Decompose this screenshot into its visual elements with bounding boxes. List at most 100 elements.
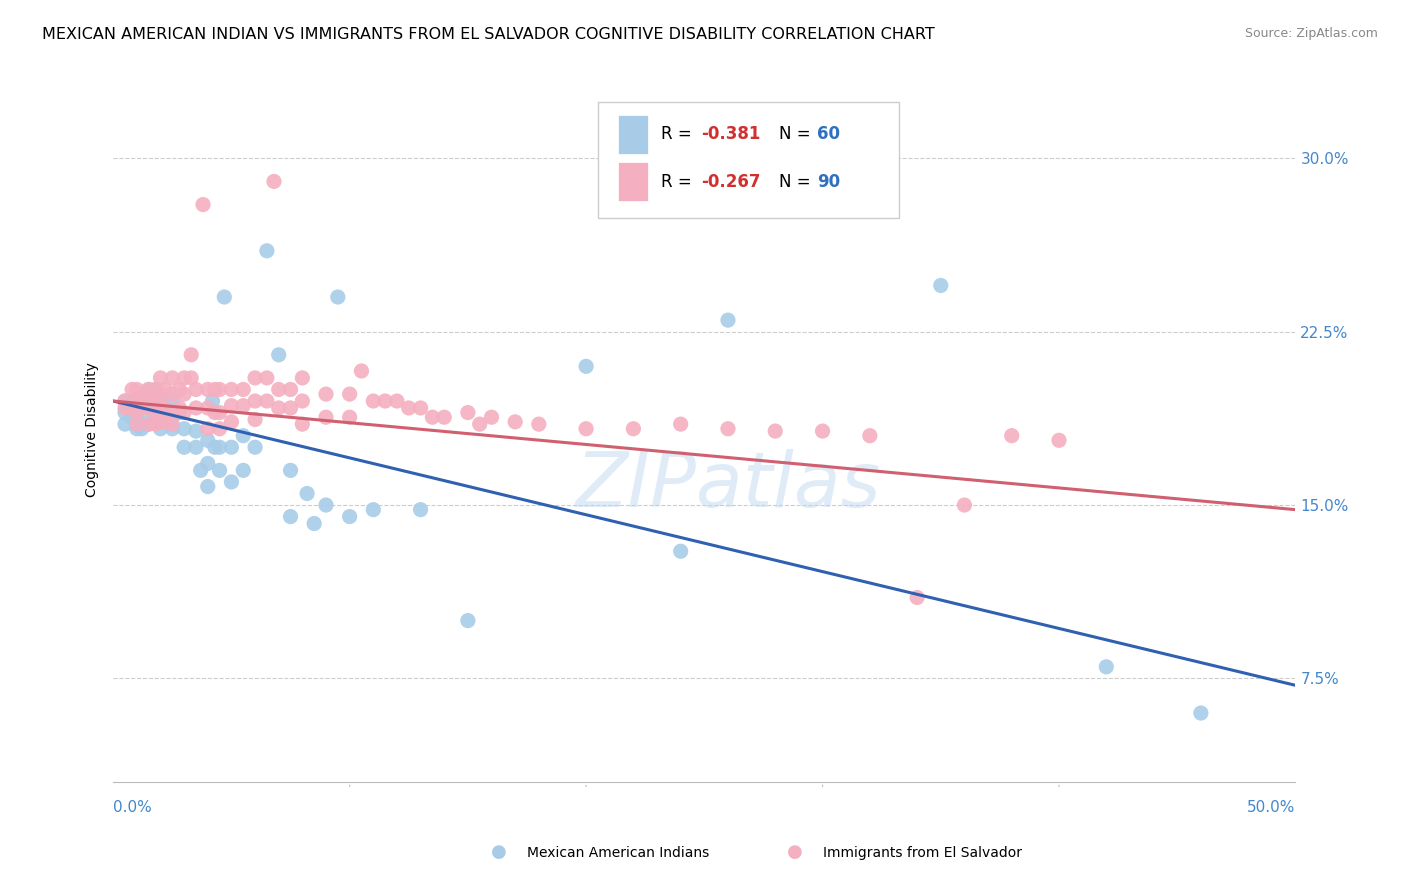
Point <box>184 383 207 397</box>
Text: -0.381: -0.381 <box>700 125 761 143</box>
Point <box>315 498 337 512</box>
Point <box>398 401 420 415</box>
Point <box>162 406 184 420</box>
Point <box>291 371 314 385</box>
Point <box>256 371 278 385</box>
Point <box>173 387 195 401</box>
Point <box>131 410 153 425</box>
Point <box>138 394 160 409</box>
Point <box>221 440 243 454</box>
Text: R =: R = <box>661 173 696 191</box>
Point <box>302 516 325 531</box>
Point <box>184 401 207 415</box>
Point <box>1047 434 1070 448</box>
Point <box>149 410 172 425</box>
Point <box>138 383 160 397</box>
Text: ●: ● <box>786 843 803 861</box>
Point <box>155 383 177 397</box>
Point <box>197 479 219 493</box>
Point <box>131 387 153 401</box>
Point <box>208 422 231 436</box>
Point <box>204 383 226 397</box>
Point <box>385 394 408 409</box>
Point <box>131 401 153 415</box>
Text: ZIPatlas: ZIPatlas <box>575 450 880 524</box>
Point <box>149 401 172 415</box>
Point <box>125 406 148 420</box>
Point <box>243 440 266 454</box>
Point <box>138 401 160 415</box>
Point <box>180 348 202 362</box>
Point <box>929 278 952 293</box>
Point <box>267 383 290 397</box>
Point <box>208 440 231 454</box>
Bar <box>619 115 648 153</box>
Point <box>232 463 254 477</box>
Point <box>221 399 243 413</box>
Point <box>374 394 396 409</box>
Point <box>717 422 740 436</box>
Point <box>267 401 290 415</box>
Point <box>114 394 136 409</box>
Point <box>409 401 432 415</box>
Point <box>243 371 266 385</box>
Point <box>169 406 191 420</box>
Point <box>162 371 184 385</box>
Point <box>131 401 153 415</box>
Text: Source: ZipAtlas.com: Source: ZipAtlas.com <box>1244 27 1378 40</box>
Point <box>162 410 184 425</box>
Point <box>190 463 212 477</box>
Point <box>503 415 526 429</box>
Point <box>149 422 172 436</box>
Point <box>149 371 172 385</box>
Point <box>243 394 266 409</box>
Point <box>125 406 148 420</box>
Point <box>208 383 231 397</box>
Text: R =: R = <box>661 125 696 143</box>
Point <box>191 197 214 211</box>
Point <box>361 502 384 516</box>
Point <box>145 383 167 397</box>
Text: Immigrants from El Salvador: Immigrants from El Salvador <box>823 846 1022 860</box>
Text: N =: N = <box>779 125 815 143</box>
Point <box>232 399 254 413</box>
Point <box>121 401 143 415</box>
Point <box>169 383 191 397</box>
Point <box>208 406 231 420</box>
Point <box>221 383 243 397</box>
Point <box>184 424 207 438</box>
Point <box>145 417 167 431</box>
Point <box>468 417 491 431</box>
Point <box>145 410 167 425</box>
FancyBboxPatch shape <box>598 102 900 219</box>
Point <box>575 422 598 436</box>
Text: 50.0%: 50.0% <box>1247 800 1295 815</box>
Point <box>221 475 243 489</box>
Point <box>173 406 195 420</box>
Point <box>197 457 219 471</box>
Point <box>197 401 219 415</box>
Text: ●: ● <box>491 843 508 861</box>
Point <box>125 422 148 436</box>
Text: Mexican American Indians: Mexican American Indians <box>527 846 710 860</box>
Y-axis label: Cognitive Disability: Cognitive Disability <box>86 362 100 498</box>
Point <box>315 387 337 401</box>
Point <box>621 422 644 436</box>
Text: 90: 90 <box>817 173 839 191</box>
Text: 0.0%: 0.0% <box>114 800 152 815</box>
Point <box>184 440 207 454</box>
Point <box>125 383 148 397</box>
Point <box>232 383 254 397</box>
Point <box>295 486 318 500</box>
Point <box>204 406 226 420</box>
Point <box>575 359 598 374</box>
Point <box>114 394 136 409</box>
Point <box>457 614 479 628</box>
Point <box>142 401 165 415</box>
Point <box>280 509 302 524</box>
Point <box>132 394 155 409</box>
Point <box>121 383 143 397</box>
Point <box>173 422 195 436</box>
Point <box>717 313 740 327</box>
Point <box>173 440 195 454</box>
